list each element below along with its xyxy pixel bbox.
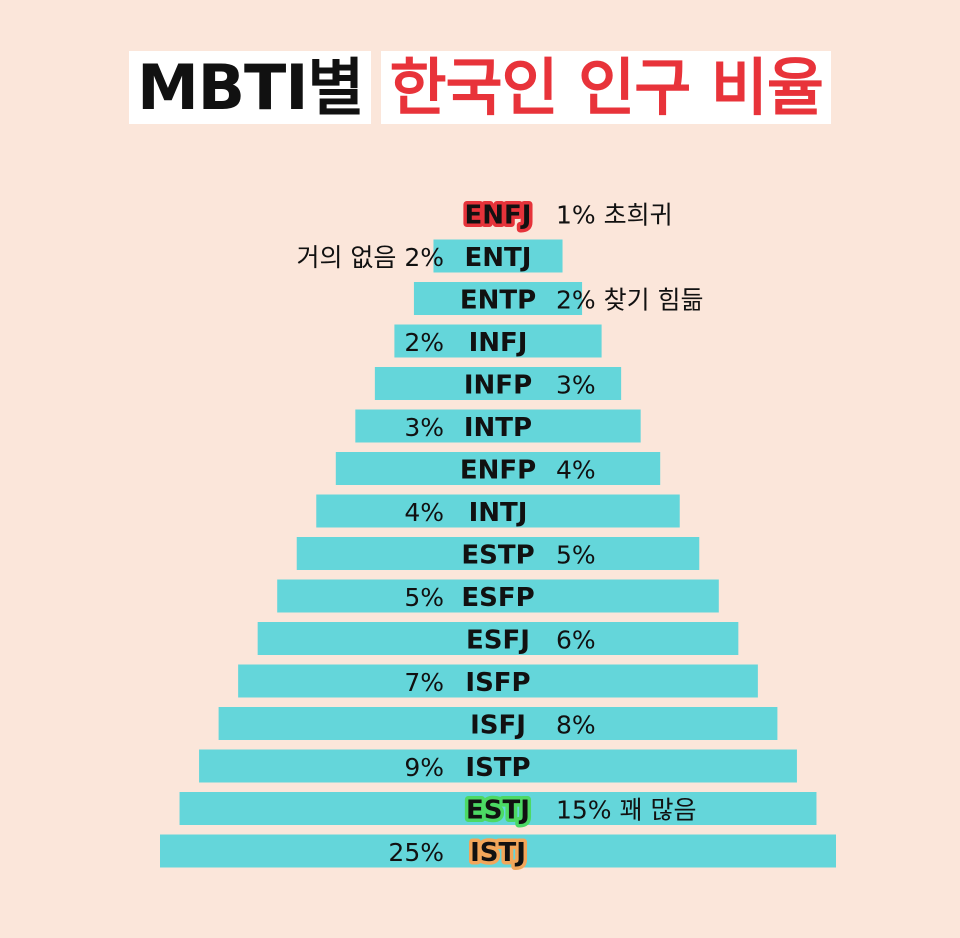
- value-label-intp: 3%: [404, 413, 444, 442]
- bar-infp: [374, 367, 622, 400]
- bars-layer: [160, 239, 836, 868]
- category-label-istp: ISTP: [465, 753, 530, 783]
- bar-esfj: [257, 622, 739, 655]
- bar-estp: [296, 537, 700, 570]
- bar-istp: [199, 749, 797, 783]
- value-label-isfp: 7%: [404, 668, 444, 697]
- category-label-esfj: ESFJ: [466, 626, 530, 656]
- category-label-istj: ISTJ: [470, 838, 526, 868]
- chart-title: MBTI별 한국인 인구 비율: [0, 38, 960, 138]
- value-label-infj: 2%: [404, 328, 444, 357]
- category-label-isfj: ISFJ: [470, 711, 526, 741]
- value-label-entj: 거의 없음 2%: [296, 243, 444, 272]
- value-label-estj: 15% 꽤 많음: [556, 796, 696, 825]
- value-label-enfj: 1% 초희귀: [556, 201, 673, 230]
- bar-istj: [160, 834, 836, 868]
- bar-enfp: [335, 452, 661, 485]
- bar-isfj: [218, 707, 778, 740]
- title-part-korea-population: 한국인 인구 비율: [381, 51, 831, 124]
- bar-esfp: [277, 579, 719, 613]
- category-label-entj: ENTJ: [465, 243, 532, 273]
- value-label-istj: 25%: [388, 838, 444, 867]
- bar-isfp: [238, 664, 758, 698]
- bar-entp: [413, 282, 583, 315]
- category-label-enfj: ENFJ: [465, 201, 532, 231]
- category-label-intj: INTJ: [469, 498, 528, 528]
- category-label-enfp: ENFP: [460, 456, 536, 486]
- value-label-estp: 5%: [556, 541, 596, 570]
- value-label-entp: 2% 찾기 힘듦: [556, 286, 704, 315]
- bar-infj: [394, 324, 602, 358]
- title-part-mbti: MBTI별: [129, 51, 372, 124]
- bar-intp: [355, 409, 641, 443]
- value-label-esfj: 6%: [556, 626, 596, 655]
- value-label-enfp: 4%: [556, 456, 596, 485]
- value-label-istp: 9%: [404, 753, 444, 782]
- labels-layer: ENFJ 1% 초희귀 ENTJ 거의 없음 2% ENTP 2% 찾기 힘듦 INFJ 2%…: [296, 197, 704, 872]
- value-label-intj: 4%: [404, 498, 444, 527]
- category-label-intp: INTP: [464, 413, 532, 443]
- category-label-infj: INFJ: [469, 328, 528, 358]
- category-label-isfp: ISFP: [465, 668, 530, 698]
- category-label-estp: ESTP: [461, 541, 534, 571]
- bar-intj: [316, 494, 680, 528]
- value-label-esfp: 5%: [404, 583, 444, 612]
- bar-entj: [433, 239, 563, 273]
- category-label-esfp: ESFP: [461, 583, 534, 613]
- category-label-estj: ESTJ: [466, 796, 530, 826]
- category-label-entp: ENTP: [460, 286, 536, 316]
- value-label-infp: 3%: [556, 371, 596, 400]
- bar-estj: [179, 792, 817, 825]
- value-label-isfj: 8%: [556, 711, 596, 740]
- category-label-infp: INFP: [464, 371, 532, 401]
